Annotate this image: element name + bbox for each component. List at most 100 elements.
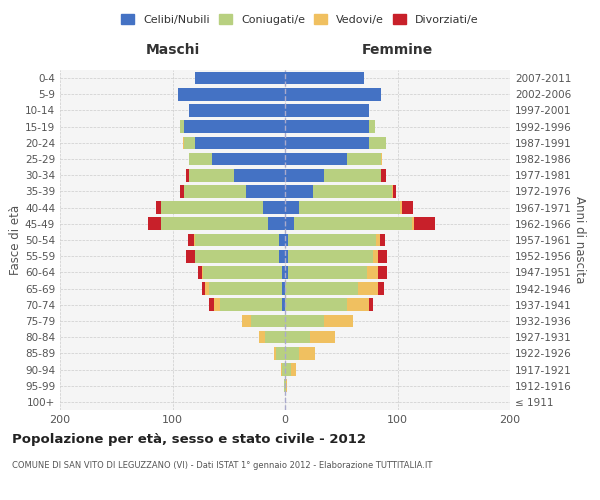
Bar: [281, 298, 285, 311]
Bar: [285, 314, 325, 328]
Bar: [212, 152, 285, 166]
Bar: [289, 250, 373, 262]
Bar: [370, 120, 375, 133]
Bar: [209, 282, 281, 295]
Bar: [280, 234, 285, 246]
Bar: [415, 218, 434, 230]
Bar: [161, 218, 268, 230]
Bar: [195, 234, 280, 246]
Bar: [286, 380, 287, 392]
Bar: [281, 266, 285, 278]
Bar: [190, 169, 235, 181]
Bar: [194, 234, 195, 246]
Bar: [251, 314, 285, 328]
Bar: [284, 380, 285, 392]
Bar: [214, 298, 220, 311]
Bar: [220, 298, 281, 311]
Bar: [285, 380, 286, 392]
Bar: [379, 266, 388, 278]
Bar: [358, 282, 379, 295]
Text: Maschi: Maschi: [145, 44, 200, 58]
Bar: [195, 250, 280, 262]
Bar: [285, 218, 294, 230]
Bar: [285, 347, 299, 360]
Bar: [280, 250, 285, 262]
Bar: [379, 250, 388, 262]
Bar: [276, 347, 285, 360]
Bar: [195, 72, 285, 85]
Bar: [285, 250, 289, 262]
Bar: [195, 136, 285, 149]
Bar: [373, 250, 379, 262]
Bar: [285, 298, 347, 311]
Bar: [285, 120, 370, 133]
Bar: [181, 185, 184, 198]
Bar: [186, 169, 190, 181]
Bar: [325, 314, 353, 328]
Text: COMUNE DI SAN VITO DI LEGUZZANO (VI) - Dati ISTAT 1° gennaio 2012 - Elaborazione: COMUNE DI SAN VITO DI LEGUZZANO (VI) - D…: [12, 460, 433, 469]
Text: Femmine: Femmine: [362, 44, 433, 58]
Bar: [285, 104, 370, 117]
Bar: [285, 331, 310, 344]
Bar: [178, 88, 285, 101]
Bar: [205, 282, 209, 295]
Bar: [285, 202, 299, 214]
Bar: [380, 169, 386, 181]
Bar: [392, 185, 393, 198]
Bar: [285, 169, 325, 181]
Bar: [186, 250, 195, 262]
Bar: [188, 234, 194, 246]
Bar: [289, 266, 367, 278]
Bar: [285, 363, 290, 376]
Bar: [285, 282, 358, 295]
Bar: [209, 298, 214, 311]
Bar: [325, 169, 380, 181]
Bar: [259, 331, 265, 344]
Bar: [285, 136, 370, 149]
Bar: [380, 152, 382, 166]
Bar: [285, 88, 380, 101]
Bar: [268, 218, 285, 230]
Bar: [380, 234, 385, 246]
Bar: [299, 347, 316, 360]
Bar: [400, 202, 402, 214]
Bar: [190, 104, 285, 117]
Bar: [281, 363, 285, 376]
Bar: [393, 185, 397, 198]
Bar: [285, 72, 364, 85]
Bar: [294, 218, 412, 230]
Bar: [203, 266, 281, 278]
Bar: [202, 282, 205, 295]
Bar: [265, 331, 285, 344]
Bar: [235, 169, 285, 181]
Bar: [202, 266, 203, 278]
Bar: [199, 266, 202, 278]
Bar: [412, 218, 415, 230]
Bar: [242, 314, 251, 328]
Bar: [155, 202, 161, 214]
Bar: [367, 266, 379, 278]
Bar: [181, 120, 184, 133]
Bar: [347, 298, 370, 311]
Bar: [370, 298, 373, 311]
Bar: [184, 120, 285, 133]
Bar: [402, 202, 413, 214]
Bar: [274, 347, 276, 360]
Bar: [299, 202, 400, 214]
Bar: [285, 266, 289, 278]
Bar: [161, 202, 263, 214]
Bar: [310, 331, 335, 344]
Bar: [184, 136, 195, 149]
Bar: [148, 218, 161, 230]
Bar: [313, 185, 392, 198]
Bar: [184, 185, 245, 198]
Bar: [281, 282, 285, 295]
Bar: [285, 185, 313, 198]
Y-axis label: Anni di nascita: Anni di nascita: [572, 196, 586, 284]
Bar: [190, 152, 212, 166]
Bar: [289, 234, 376, 246]
Bar: [245, 185, 285, 198]
Legend: Celibi/Nubili, Coniugati/e, Vedovi/e, Divorziati/e: Celibi/Nubili, Coniugati/e, Vedovi/e, Di…: [118, 10, 482, 28]
Text: Popolazione per età, sesso e stato civile - 2012: Popolazione per età, sesso e stato civil…: [12, 432, 366, 446]
Bar: [370, 136, 386, 149]
